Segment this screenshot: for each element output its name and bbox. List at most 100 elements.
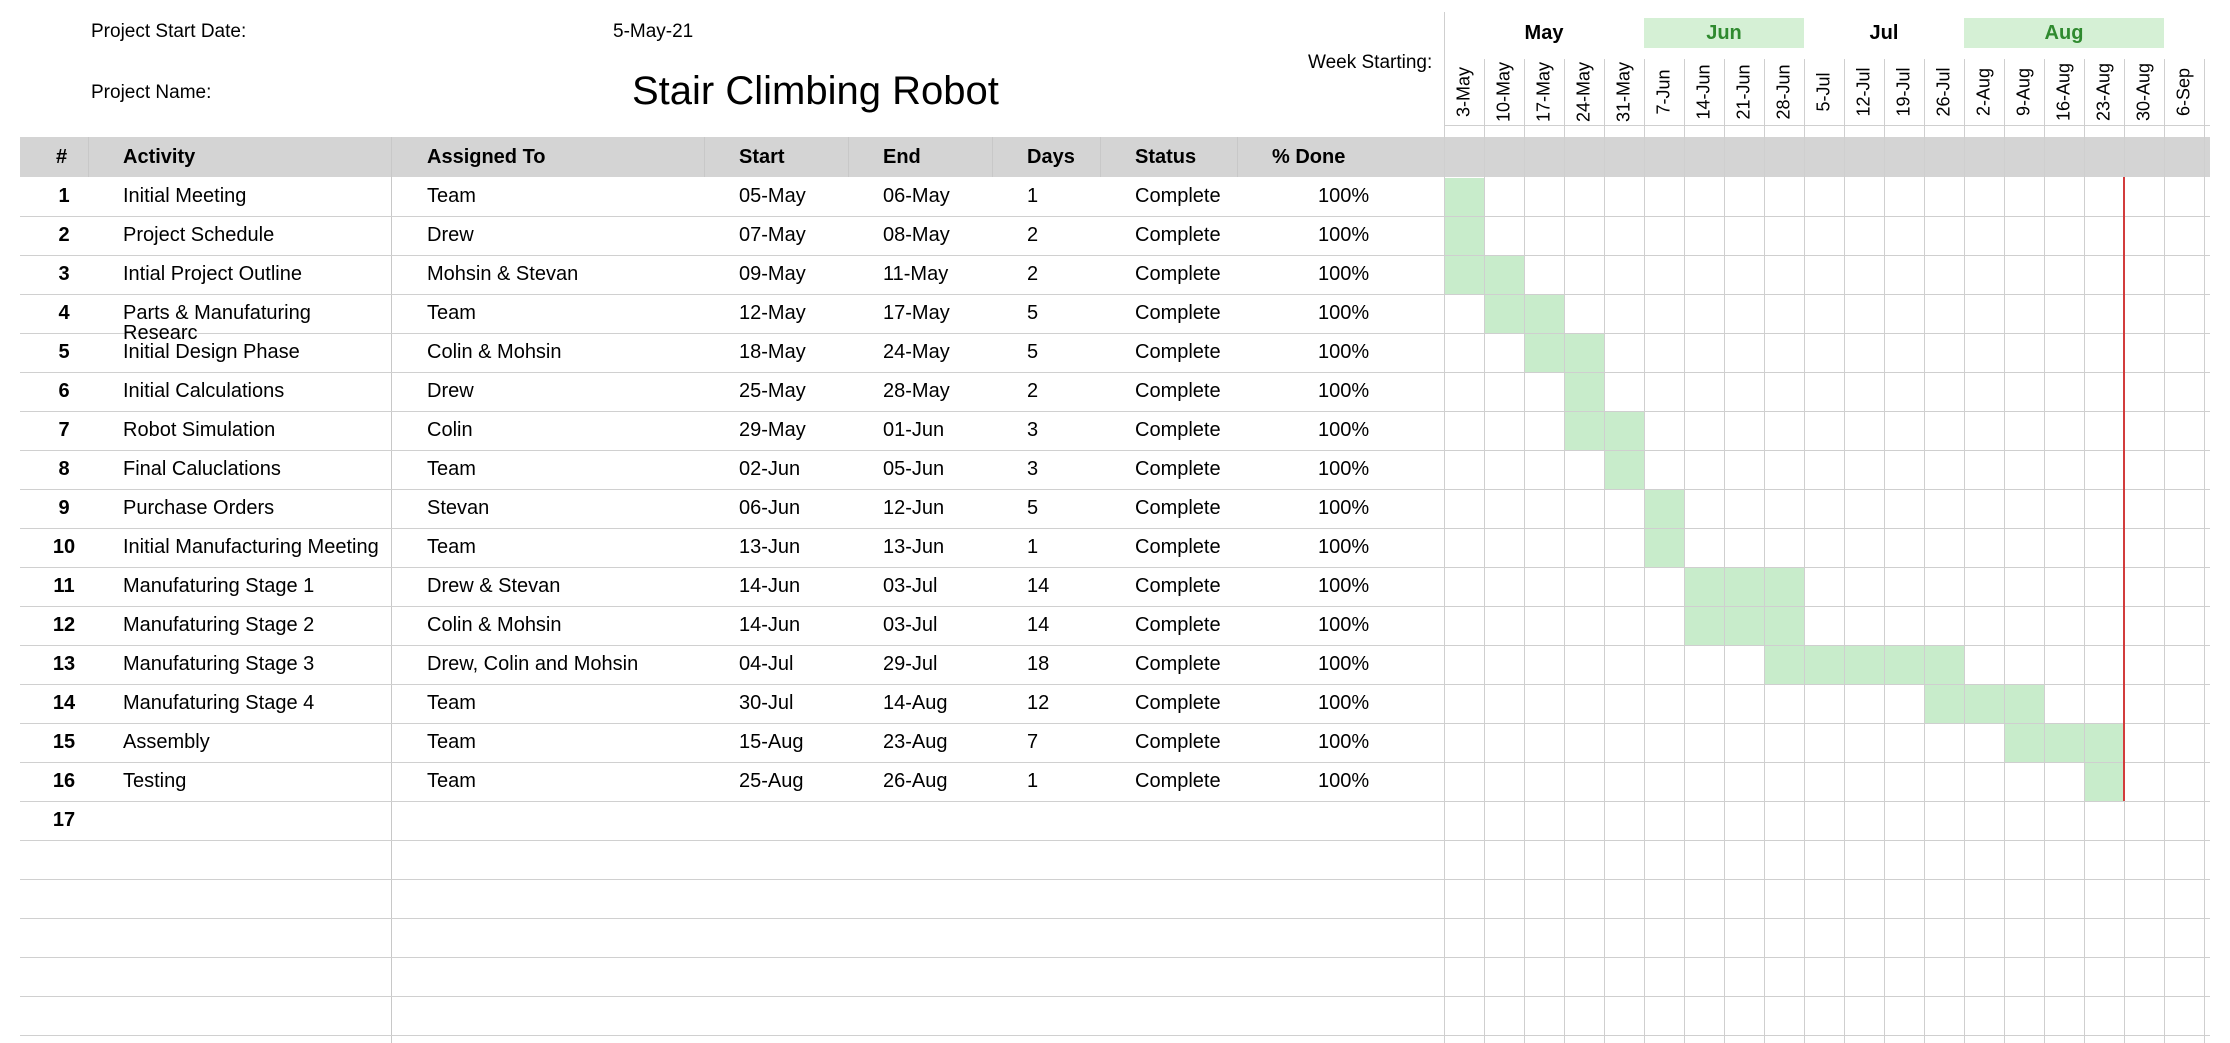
task-end-cell[interactable]: 23-Aug [883, 731, 948, 753]
task-activity-cell[interactable]: Manufaturing Stage 4 [123, 693, 315, 713]
task-days-cell[interactable]: 2 [1027, 224, 1039, 246]
task-days-cell[interactable]: 2 [1027, 380, 1039, 402]
task-num-cell[interactable]: 4 [58, 302, 70, 324]
task-days-cell[interactable]: 12 [1027, 692, 1050, 714]
task-activity-cell[interactable]: Parts & Manufaturing Researc [123, 303, 311, 343]
task-end-cell[interactable]: 06-May [883, 185, 950, 207]
gantt-bar[interactable] [1885, 646, 1924, 684]
task-status-cell[interactable]: Complete [1135, 458, 1221, 480]
task-done-cell[interactable]: 100% [1318, 497, 1370, 519]
gantt-bar[interactable] [1485, 256, 1524, 294]
gantt-bar[interactable] [1565, 412, 1604, 450]
gantt-bar[interactable] [1565, 334, 1604, 372]
task-activity-cell[interactable]: Initial Design Phase [123, 342, 300, 362]
task-num-cell[interactable]: 7 [58, 419, 70, 441]
task-assigned-cell[interactable]: Colin & Mohsin [427, 341, 562, 363]
task-status-cell[interactable]: Complete [1135, 341, 1221, 363]
task-num-cell[interactable]: 1 [58, 185, 70, 207]
task-start-cell[interactable]: 18-May [739, 341, 806, 363]
task-days-cell[interactable]: 5 [1027, 302, 1039, 324]
project-name-value[interactable]: Stair Climbing Robot [632, 69, 999, 113]
task-num-cell[interactable]: 3 [58, 263, 70, 285]
task-end-cell[interactable]: 24-May [883, 341, 950, 363]
task-status-cell[interactable]: Complete [1135, 224, 1221, 246]
task-done-cell[interactable]: 100% [1318, 341, 1370, 363]
gantt-bar[interactable] [1805, 646, 1844, 684]
task-status-cell[interactable]: Complete [1135, 419, 1221, 441]
gantt-bar[interactable] [1645, 490, 1684, 528]
task-assigned-cell[interactable]: Drew [427, 224, 474, 246]
task-assigned-cell[interactable]: Team [427, 770, 476, 792]
task-assigned-cell[interactable]: Team [427, 692, 476, 714]
task-start-cell[interactable]: 30-Jul [739, 692, 794, 714]
task-end-cell[interactable]: 11-May [883, 263, 949, 285]
task-start-cell[interactable]: 29-May [739, 419, 806, 441]
task-end-cell[interactable]: 26-Aug [883, 770, 948, 792]
task-status-cell[interactable]: Complete [1135, 731, 1221, 753]
task-status-cell[interactable]: Complete [1135, 536, 1221, 558]
gantt-bar[interactable] [1725, 607, 1764, 645]
task-activity-cell[interactable]: Testing [123, 771, 187, 791]
task-days-cell[interactable]: 18 [1027, 653, 1050, 675]
gantt-bar[interactable] [1605, 451, 1644, 489]
task-start-cell[interactable]: 12-May [739, 302, 806, 324]
task-activity-cell[interactable]: Manufaturing Stage 1 [123, 576, 315, 596]
task-num-cell[interactable]: 9 [58, 497, 70, 519]
task-days-cell[interactable]: 3 [1027, 419, 1039, 441]
task-days-cell[interactable]: 14 [1027, 614, 1050, 636]
task-num-cell[interactable]: 10 [52, 536, 76, 558]
task-done-cell[interactable]: 100% [1318, 770, 1370, 792]
task-assigned-cell[interactable]: Colin & Mohsin [427, 614, 562, 636]
task-activity-cell[interactable]: Intial Project Outline [123, 264, 302, 284]
task-start-cell[interactable]: 02-Jun [739, 458, 801, 480]
gantt-bar[interactable] [1925, 685, 1964, 723]
task-activity-cell[interactable]: Assembly [123, 732, 210, 752]
gantt-bar[interactable] [1765, 646, 1804, 684]
task-start-cell[interactable]: 15-Aug [739, 731, 804, 753]
task-start-cell[interactable]: 04-Jul [739, 653, 794, 675]
task-done-cell[interactable]: 100% [1318, 224, 1370, 246]
task-days-cell[interactable]: 7 [1027, 731, 1039, 753]
gantt-bar[interactable] [2085, 763, 2124, 801]
task-assigned-cell[interactable]: Drew & Stevan [427, 575, 561, 597]
task-num-cell[interactable]: 12 [52, 614, 76, 636]
task-end-cell[interactable]: 17-May [883, 302, 950, 324]
task-days-cell[interactable]: 14 [1027, 575, 1050, 597]
gantt-bar[interactable] [1445, 178, 1484, 216]
task-done-cell[interactable]: 100% [1318, 536, 1370, 558]
task-done-cell[interactable]: 100% [1318, 692, 1370, 714]
task-days-cell[interactable]: 5 [1027, 341, 1039, 363]
gantt-bar[interactable] [1525, 295, 1564, 333]
gantt-bar[interactable] [1685, 568, 1724, 606]
task-activity-cell[interactable]: Purchase Orders [123, 498, 275, 518]
task-start-cell[interactable]: 05-May [739, 185, 806, 207]
task-status-cell[interactable]: Complete [1135, 263, 1221, 285]
task-end-cell[interactable]: 28-May [883, 380, 950, 402]
task-done-cell[interactable]: 100% [1318, 263, 1370, 285]
task-assigned-cell[interactable]: Stevan [427, 497, 490, 519]
task-assigned-cell[interactable]: Drew, Colin and Mohsin [427, 653, 639, 675]
task-status-cell[interactable]: Complete [1135, 653, 1221, 675]
gantt-bar[interactable] [1965, 685, 2004, 723]
gantt-bar[interactable] [1485, 295, 1524, 333]
task-num-cell[interactable]: 17 [52, 809, 76, 831]
project-start-value[interactable]: 5-May-21 [613, 21, 694, 42]
task-end-cell[interactable]: 01-Jun [883, 419, 945, 441]
task-start-cell[interactable]: 06-Jun [739, 497, 801, 519]
gantt-bar[interactable] [1645, 529, 1684, 567]
task-assigned-cell[interactable]: Colin [427, 419, 473, 441]
task-activity-cell[interactable]: Manufaturing Stage 2 [123, 615, 315, 635]
task-status-cell[interactable]: Complete [1135, 185, 1221, 207]
task-status-cell[interactable]: Complete [1135, 497, 1221, 519]
gantt-bar[interactable] [2005, 685, 2044, 723]
task-activity-cell[interactable]: Initial Calculations [123, 381, 285, 401]
task-end-cell[interactable]: 14-Aug [883, 692, 948, 714]
task-activity-cell[interactable]: Robot Simulation [123, 420, 276, 440]
task-start-cell[interactable]: 09-May [739, 263, 806, 285]
task-done-cell[interactable]: 100% [1318, 653, 1370, 675]
task-done-cell[interactable]: 100% [1318, 185, 1370, 207]
task-status-cell[interactable]: Complete [1135, 380, 1221, 402]
task-done-cell[interactable]: 100% [1318, 380, 1370, 402]
gantt-bar[interactable] [1605, 412, 1644, 450]
task-done-cell[interactable]: 100% [1318, 575, 1370, 597]
